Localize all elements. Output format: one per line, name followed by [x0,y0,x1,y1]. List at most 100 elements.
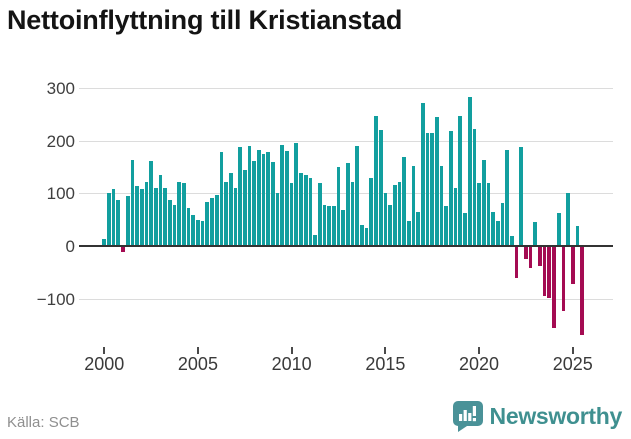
chart-bar [509,236,514,246]
gridline [79,298,613,300]
chart-bar [467,97,472,247]
chart-bar [186,207,191,247]
chart-title: Nettoinflyttning till Kristianstad [7,5,403,35]
chart-bar [242,170,247,247]
chart-bar [280,144,285,246]
gridline [79,193,613,195]
x-axis-tick-label: 2020 [459,354,500,374]
chart-bar [135,185,139,247]
chart-bar [449,131,453,246]
chart-bar [552,247,556,328]
chart-bar [360,224,364,247]
chart-bar [533,221,538,246]
chart-bar [350,181,355,247]
chart-bar [500,203,505,247]
chart-bar [303,174,308,246]
chart-bar [191,214,196,247]
y-axis-tick-label: 200 [46,131,75,151]
chart-bar [444,205,449,246]
chart-bar [341,210,346,246]
chart-bar [247,146,252,247]
y-axis-tick-label: 300 [46,78,75,98]
chart-bar [275,193,280,247]
chart-bar [406,221,411,247]
chart-bar [388,204,392,247]
newsworthy-logo-text: Newsworthy [489,403,623,429]
x-axis-tick [103,347,106,354]
x-axis-tick-label: 2000 [84,354,125,374]
chart-bar [495,221,500,247]
chart-bar [420,103,425,247]
chart-bar [285,151,289,246]
x-axis-tick [196,347,199,354]
chart-bar [392,184,397,246]
chart-bar [575,225,580,246]
chart-bar [224,181,228,247]
source-caption: Källa: SCB [7,414,80,431]
chart-bar [308,177,313,247]
chart-bar [158,175,163,247]
chart-bar [116,200,121,246]
x-axis-tick-label: 2015 [365,354,406,374]
x-axis-tick [384,347,387,354]
chart-bar [580,247,584,335]
chart-bar [219,152,224,247]
chart-bar [172,204,177,247]
chart-bar [331,205,336,246]
chart-bar [486,183,491,247]
chart-bar [121,247,125,253]
chart-bar [416,211,420,246]
chart-bar [570,247,575,285]
chart-bar [542,247,547,297]
chart-bar [374,115,378,246]
chart-bar [430,132,435,247]
chart-bar [364,227,369,246]
chart-bar [107,193,111,247]
chart-bar [322,205,327,247]
chart-bar [271,162,275,247]
chart-bar [289,182,294,246]
chart-bar [228,173,233,246]
chart-bar [369,177,374,247]
chart-bar [463,213,467,247]
gridline [79,87,613,89]
gridline [79,140,613,142]
plot-area [79,80,613,343]
y-axis-tick-label: −100 [36,289,75,309]
chart-bar [210,197,214,247]
chart-bar [477,183,481,247]
chart-bar [547,247,552,298]
chart-bar [378,130,383,246]
chart-bar [397,181,402,247]
chart-bar [472,129,477,247]
zero-baseline [79,245,613,248]
y-axis-tick-label: 0 [65,237,75,257]
chart-bar [514,247,519,278]
chart-bar [425,132,430,247]
chart-bar [205,201,210,246]
chart-bar [163,187,167,247]
chart-bar [519,146,524,246]
chart-bar [355,145,360,246]
newsworthy-logo: Newsworthy [452,400,622,433]
chart-bar [561,247,566,311]
chart-bar [252,161,256,246]
chart-bar [505,150,509,247]
chart-bar [233,188,238,246]
chart-bar [566,193,570,247]
chart-bar [167,200,172,246]
chart-bar [383,193,388,247]
chart-bar [200,221,205,247]
chart-bar [299,173,303,246]
chart-bar [336,167,341,246]
chart-bar [238,147,242,246]
chart-bar [139,189,144,246]
x-axis-tick [478,347,481,354]
chart-bar [458,116,463,246]
x-axis-tick [290,347,293,354]
chart-bar [439,166,444,246]
chart-bar [453,187,458,247]
chart-bar [294,143,299,246]
chart-bar [402,157,406,246]
